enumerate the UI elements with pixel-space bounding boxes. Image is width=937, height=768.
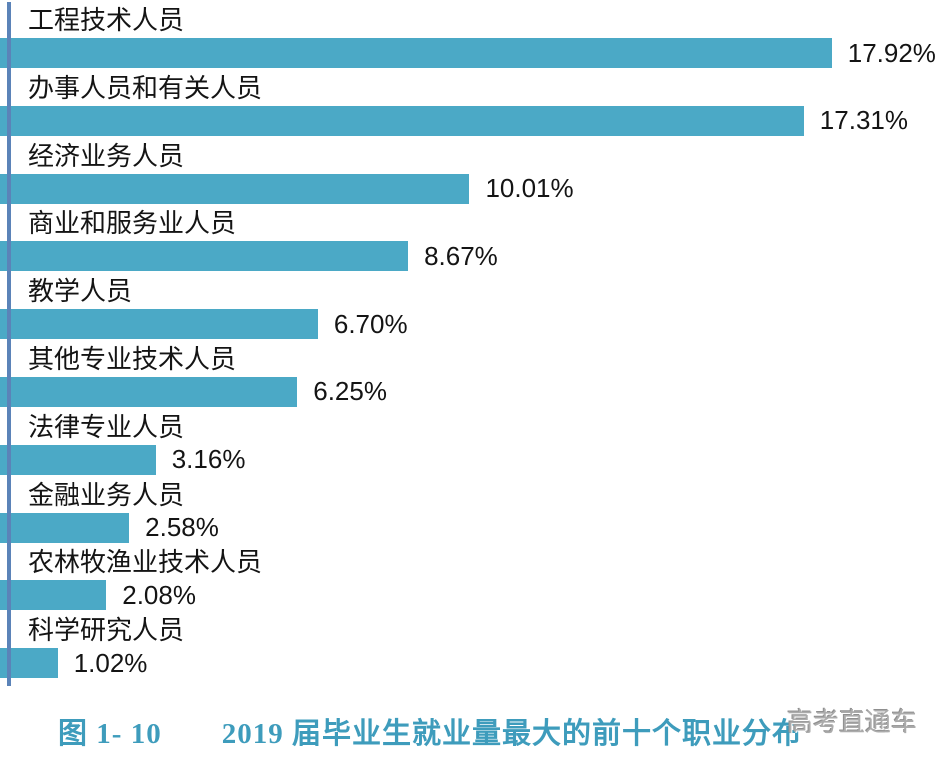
bar [0,38,832,68]
value-label: 8.67% [424,240,498,271]
category-label: 商业和服务业人员 [28,208,237,239]
bar [0,173,470,204]
value-label: 17.92% [847,37,936,68]
category-label: 工程技术人员 [28,5,185,35]
category-label: 法律专业人员 [28,411,185,442]
bar [0,580,107,611]
bar-line: 8.67% [0,240,937,272]
bar-line: 2.08% [0,579,937,611]
value-label: 17.31% [819,105,908,136]
chart-row: 工程技术人员 17.92% [0,4,937,72]
category-label: 办事人员和有关人员 [28,72,263,103]
bar-line: 10.01% [0,173,937,204]
bar-chart: 工程技术人员 17.92% 办事人员和有关人员 17.31% 经济业务人员 10… [0,2,937,686]
value-label: 3.16% [171,444,246,475]
bar [0,309,318,340]
chart-row: 其他专业技术人员 6.25% [0,343,937,411]
category-label: 金融业务人员 [28,479,185,510]
chart-row: 金融业务人员 2.58% [0,479,937,547]
caption-row: 图 1- 10 2019 届毕业生就业量最大的前十个职业分布 高考直通车 [0,707,937,768]
category-label: 农林牧渔业技术人员 [28,547,263,578]
bar-line: 1.02% [0,647,937,679]
bar [0,376,298,407]
category-label: 科学研究人员 [28,615,185,646]
chart-row: 经济业务人员 10.01% [0,140,937,208]
category-label: 经济业务人员 [28,140,185,171]
value-label: 2.58% [145,512,219,543]
bar-line: 2.58% [0,512,937,543]
bar-line: 3.16% [0,444,937,475]
value-label: 6.70% [333,308,408,339]
chart-rows: 工程技术人员 17.92% 办事人员和有关人员 17.31% 经济业务人员 10… [0,4,937,682]
bar-line: 6.70% [0,308,937,340]
value-label: 2.08% [122,579,196,610]
bar-line: 6.25% [0,376,937,407]
chart-row: 办事人员和有关人员 17.31% [0,72,937,140]
bar [0,444,156,475]
bar [0,512,130,543]
chart-row: 法律专业人员 3.16% [0,411,937,479]
chart-row: 科学研究人员 1.02% [0,614,937,682]
category-label: 其他专业技术人员 [28,343,237,374]
bar-line: 17.92% [0,38,937,68]
value-label: 1.02% [73,647,148,678]
category-label: 教学人员 [28,276,133,307]
figure-caption: 图 1- 10 2019 届毕业生就业量最大的前十个职业分布 [58,718,802,750]
bar-line: 17.31% [0,105,937,136]
chart-row: 教学人员 6.70% [0,275,937,343]
bar [0,105,804,136]
chart-row: 农林牧渔业技术人员 2.08% [0,546,937,614]
chart-row: 商业和服务业人员 8.67% [0,207,937,275]
value-label: 10.01% [485,173,574,204]
bar [0,241,409,272]
value-label: 6.25% [313,376,387,407]
category-axis-line [7,2,11,686]
watermark: 高考直通车 [786,707,917,737]
